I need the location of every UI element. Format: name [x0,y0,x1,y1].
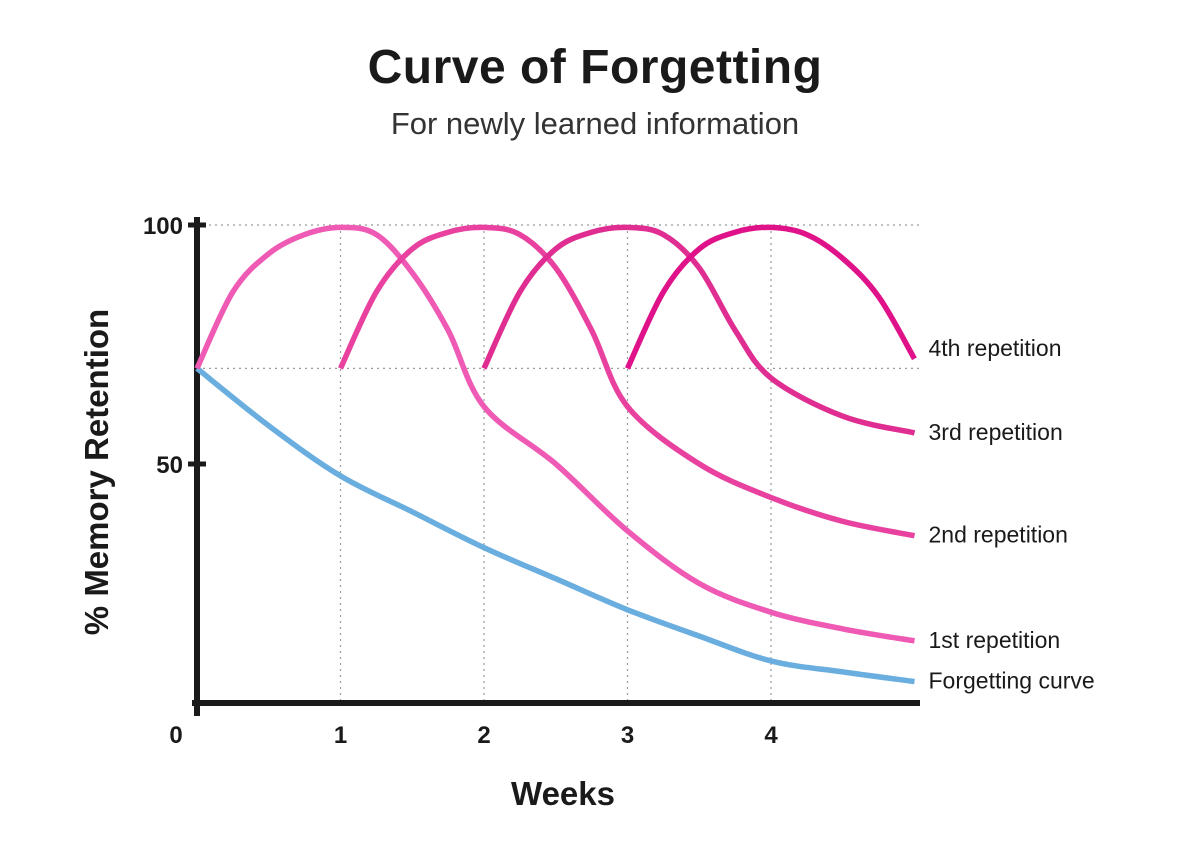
x-tick-label: 4 [764,722,778,749]
series-label-forgetting-curve: Forgetting curve [929,667,1095,693]
series-line-4th-repetition [625,224,917,370]
series-line-forgetting-curve [195,366,915,685]
series-line-1st-repetition [194,224,915,644]
series-label-3rd-repetition: 3rd repetition [929,419,1063,445]
series-label-4th-repetition: 4th repetition [929,335,1062,361]
series-label-1st-repetition: 1st repetition [929,627,1061,653]
chart-subtitle: For newly learned information [390,106,800,141]
x-tick-label: 0 [169,722,182,749]
chart-title: Curve of Forgetting [367,41,823,94]
x-tick-label: 1 [334,722,347,749]
tick-labels: 0 1 2 3 4 50 100 [143,213,778,749]
y-tick-label: 100 [143,213,183,240]
series-lines [194,224,917,685]
y-axis-title: % Memory Retention [78,309,115,635]
x-tick-label: 3 [621,722,634,749]
series-labels: Forgetting curve 1st repetition 2nd repeti… [929,335,1095,694]
series-label-2nd-repetition: 2nd repetition [929,522,1068,548]
grid-lines [197,224,922,703]
x-axis-title: Weeks [511,775,615,812]
series-line-3rd-repetition [481,224,916,436]
y-tick-label: 50 [156,452,183,479]
x-tick-label: 2 [477,722,490,749]
series-line-2nd-repetition [338,224,916,539]
